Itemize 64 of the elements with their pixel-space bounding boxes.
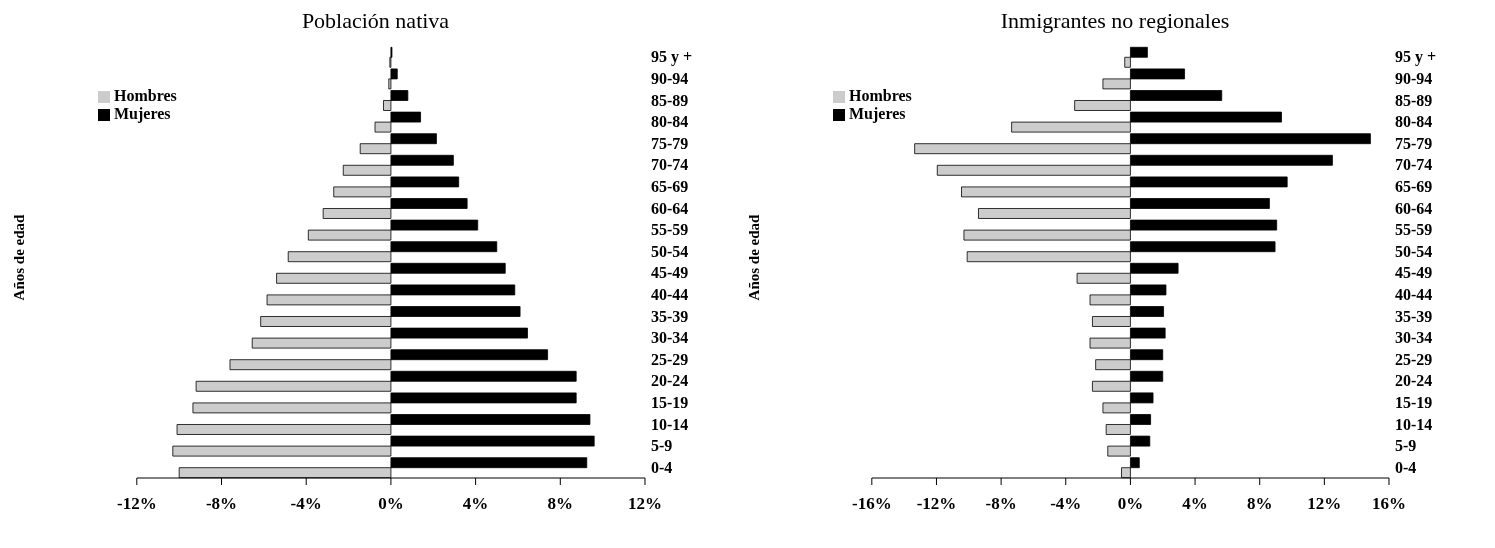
x-tick-label: -4% xyxy=(290,494,322,514)
x-tick-label: 16% xyxy=(1372,494,1406,514)
y-tick-label: 55-59 xyxy=(1395,221,1433,239)
y-tick-label: 40-44 xyxy=(1395,286,1433,304)
x-tick-label: 12% xyxy=(628,494,662,514)
x-tick-label: 8% xyxy=(547,494,574,514)
chart-title: Población nativa xyxy=(300,8,451,35)
x-tick-label: -4% xyxy=(1050,494,1082,514)
y-axis-title: Años de edad xyxy=(746,214,764,300)
y-tick-label: 85-89 xyxy=(651,91,689,109)
y-tick-label: 75-79 xyxy=(651,134,689,152)
y-tick-label: 15-19 xyxy=(1395,394,1433,412)
y-tick-label: 30-34 xyxy=(651,329,689,347)
y-tick-label: 25-29 xyxy=(651,350,689,368)
y-tick-label: 65-69 xyxy=(651,178,689,196)
y-tick-label: 5-9 xyxy=(1395,437,1417,455)
y-tick-label: 0-4 xyxy=(651,458,673,476)
y-tick-label: 80-84 xyxy=(651,113,689,131)
y-tick-label: 85-89 xyxy=(1395,91,1433,109)
y-tick-label: 25-29 xyxy=(1395,350,1433,368)
x-tick-label: -8% xyxy=(205,494,238,514)
y-tick-label: 10-14 xyxy=(1395,415,1433,433)
y-tick-label: 90-94 xyxy=(651,70,689,88)
x-tick-label: 4% xyxy=(1182,494,1208,514)
y-tick-label: 55-59 xyxy=(651,221,689,239)
y-tick-label: 10-14 xyxy=(651,415,689,433)
y-tick-label: 35-39 xyxy=(651,307,689,325)
y-tick-label: 60-64 xyxy=(1395,199,1433,217)
x-tick-label: 8% xyxy=(1246,494,1273,514)
y-tick-label: 70-74 xyxy=(651,156,689,174)
legend-label: Mujeres xyxy=(849,105,906,122)
y-tick-label: 60-64 xyxy=(651,199,689,217)
y-tick-label: 15-19 xyxy=(651,394,689,412)
y-tick-label: 70-74 xyxy=(1395,156,1433,174)
y-tick-label: 0-4 xyxy=(1395,458,1417,476)
y-tick-label: 50-54 xyxy=(651,242,689,260)
y-tick-label: 65-69 xyxy=(1395,178,1433,196)
chart-title: Inmigrantes no regionales xyxy=(999,8,1231,35)
y-axis-title: Años de edad xyxy=(11,214,29,300)
y-tick-label: 35-39 xyxy=(1395,307,1433,325)
x-tick-label: -12% xyxy=(116,494,157,514)
y-tick-label: 75-79 xyxy=(1395,134,1433,152)
y-tick-label: 95 y + xyxy=(1395,48,1437,67)
y-tick-label: 90-94 xyxy=(1395,70,1433,88)
x-tick-label: 0% xyxy=(1117,494,1144,514)
y-tick-label: 95 y + xyxy=(651,48,693,67)
x-tick-label: 4% xyxy=(462,494,489,514)
y-tick-label: 40-44 xyxy=(651,286,689,304)
y-tick-label: 50-54 xyxy=(1395,242,1433,260)
x-tick-label: 12% xyxy=(1307,494,1342,514)
legend-label: Mujeres xyxy=(114,105,171,122)
x-tick-label: -8% xyxy=(985,494,1017,514)
legend-label: Hombres xyxy=(114,87,177,104)
x-tick-label: -12% xyxy=(916,494,957,514)
y-tick-label: 20-24 xyxy=(651,372,689,390)
y-tick-label: 30-34 xyxy=(1395,329,1433,347)
x-tick-label: -16% xyxy=(851,494,892,514)
legend-label: Hombres xyxy=(849,87,912,104)
y-tick-label: 80-84 xyxy=(1395,113,1433,131)
y-tick-label: 20-24 xyxy=(1395,372,1433,390)
y-tick-label: 45-49 xyxy=(1395,264,1433,282)
y-tick-label: 5-9 xyxy=(651,437,673,455)
x-tick-label: 0% xyxy=(378,494,404,514)
y-tick-label: 45-49 xyxy=(651,264,689,282)
